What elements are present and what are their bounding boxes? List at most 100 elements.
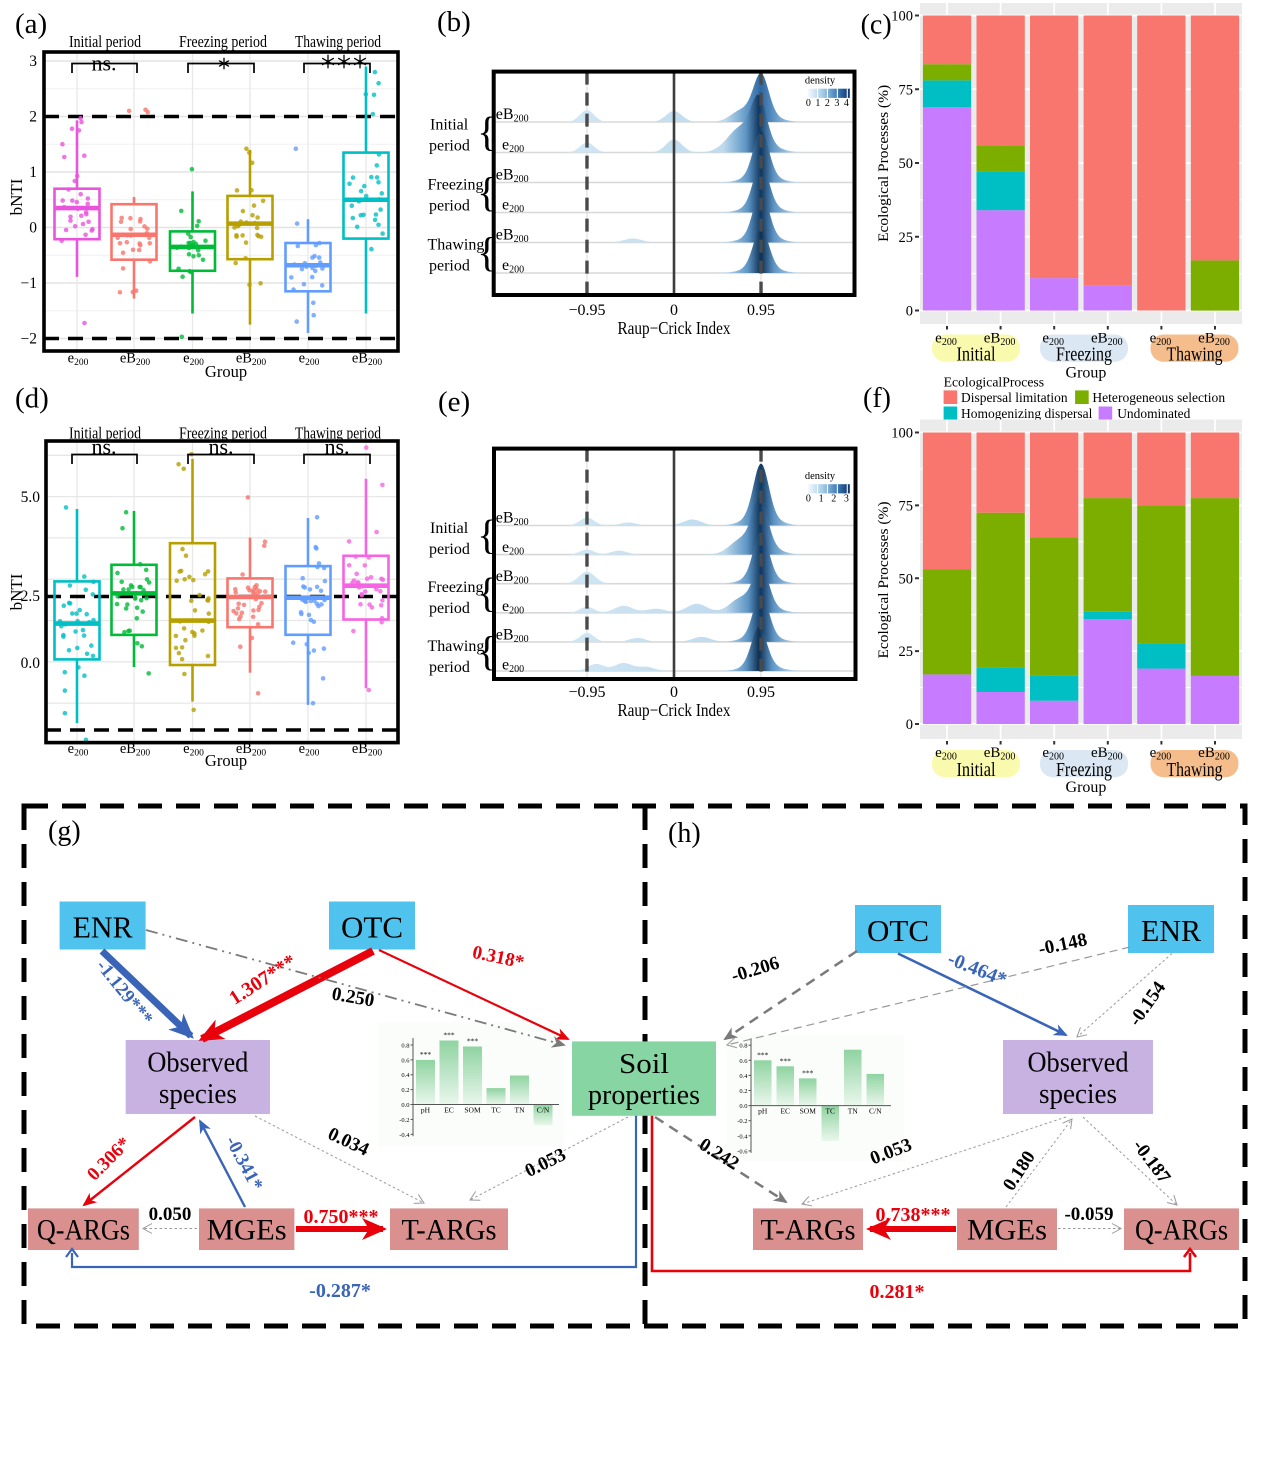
svg-text:{: { (477, 570, 497, 616)
svg-text:0.0: 0.0 (401, 1102, 409, 1109)
svg-text:5.0: 5.0 (21, 489, 41, 506)
svg-text:Freezing period: Freezing period (179, 32, 267, 51)
svg-text:{: { (477, 169, 497, 215)
svg-text:Raup−Crick Index: Raup−Crick Index (618, 318, 731, 338)
svg-text:−0.95: −0.95 (568, 684, 605, 701)
svg-text:Thawing: Thawing (428, 638, 485, 655)
svg-text:species: species (1039, 1079, 1117, 1110)
svg-text:{: { (477, 511, 497, 557)
svg-text:Initial: Initial (957, 345, 996, 366)
svg-text:Q-ARGs: Q-ARGs (1135, 1214, 1228, 1247)
svg-text:25: 25 (899, 644, 914, 660)
svg-text:species: species (159, 1079, 237, 1110)
svg-text:3: 3 (844, 494, 849, 505)
svg-text:***: *** (780, 1056, 792, 1065)
svg-text:MGEs: MGEs (967, 1214, 1047, 1247)
svg-text:-0.287*: -0.287* (309, 1280, 371, 1302)
svg-text:1: 1 (29, 164, 37, 181)
svg-text:Freezing period: Freezing period (179, 424, 267, 443)
svg-text:2: 2 (29, 109, 37, 126)
svg-text:Ecological Processes (%): Ecological Processes (%) (876, 502, 892, 659)
svg-text:Observed: Observed (1028, 1048, 1129, 1079)
svg-text:ns.: ns. (208, 434, 233, 459)
svg-text:75: 75 (899, 498, 914, 514)
svg-text:Group: Group (205, 362, 247, 381)
svg-text:TN: TN (848, 1107, 859, 1116)
svg-text:Initial period: Initial period (69, 32, 141, 51)
svg-text:T-ARGs: T-ARGs (761, 1214, 856, 1247)
svg-text:0.95: 0.95 (747, 302, 775, 319)
svg-text:Freezing: Freezing (428, 177, 484, 194)
svg-text:period: period (429, 541, 470, 558)
svg-text:Undominated: Undominated (1117, 407, 1190, 422)
svg-text:0: 0 (906, 304, 913, 320)
svg-text:1: 1 (819, 494, 824, 505)
svg-text:-0.4: -0.4 (399, 1132, 410, 1139)
svg-text:period: period (429, 659, 470, 676)
svg-text:-0.6: -0.6 (737, 1148, 748, 1155)
svg-text:Freezing: Freezing (1056, 760, 1112, 781)
svg-text:(b): (b) (437, 6, 471, 38)
svg-text:bNTI: bNTI (7, 178, 26, 215)
svg-text:ENR: ENR (1141, 913, 1201, 948)
svg-text:0.738***: 0.738*** (876, 1204, 951, 1226)
svg-text:100: 100 (891, 426, 913, 442)
svg-text:1: 1 (815, 98, 820, 109)
svg-text:0: 0 (670, 302, 678, 319)
svg-text:0.4: 0.4 (401, 1072, 410, 1079)
svg-text:2: 2 (825, 98, 830, 109)
svg-text:0.750***: 0.750*** (304, 1206, 379, 1228)
svg-text:3: 3 (29, 53, 37, 70)
svg-text:0.4: 0.4 (739, 1073, 748, 1080)
svg-text:Homogenizing dispersal: Homogenizing dispersal (961, 407, 1092, 422)
svg-text:0: 0 (29, 220, 37, 237)
svg-text:Thawing period: Thawing period (295, 32, 381, 51)
svg-text:4: 4 (844, 98, 849, 109)
svg-text:Initial: Initial (957, 760, 996, 781)
svg-text:EC: EC (780, 1107, 790, 1116)
svg-text:Group: Group (1066, 365, 1107, 382)
svg-text:Initial period: Initial period (69, 424, 141, 443)
svg-text:period: period (429, 258, 470, 275)
svg-text:0.0: 0.0 (739, 1103, 747, 1110)
svg-text:T-ARGs: T-ARGs (402, 1214, 497, 1247)
svg-text:TC: TC (491, 1106, 501, 1115)
svg-text:0: 0 (806, 98, 811, 109)
svg-text:bNTI: bNTI (7, 573, 26, 610)
svg-text:OTC: OTC (341, 910, 403, 945)
svg-text:ns.: ns. (324, 434, 349, 459)
svg-text:0.8: 0.8 (739, 1043, 747, 1050)
svg-text:(f): (f) (863, 383, 891, 414)
svg-text:-0.2: -0.2 (737, 1118, 747, 1125)
svg-text:−1: −1 (21, 275, 38, 292)
svg-text:Thawing: Thawing (428, 237, 485, 254)
svg-text:{: { (477, 109, 497, 155)
svg-text:−0.95: −0.95 (568, 302, 605, 319)
svg-text:SOM: SOM (464, 1106, 481, 1115)
svg-text:(d): (d) (15, 383, 49, 415)
svg-text:0.281*: 0.281* (870, 1281, 925, 1303)
svg-text:50: 50 (899, 156, 914, 172)
svg-text:***: *** (443, 1031, 455, 1040)
svg-text:EcologicalProcess: EcologicalProcess (944, 376, 1045, 391)
svg-text:Thawing: Thawing (1167, 345, 1223, 366)
svg-text:2: 2 (831, 494, 836, 505)
svg-text:Ecological Processes (%): Ecological Processes (%) (876, 85, 892, 242)
svg-text:(g): (g) (48, 816, 81, 847)
svg-text:period: period (429, 198, 470, 215)
svg-text:Group: Group (1066, 779, 1107, 796)
svg-text:{: { (477, 229, 497, 275)
svg-text:−2: −2 (21, 331, 38, 348)
svg-text:0: 0 (670, 684, 678, 701)
svg-text:(e): (e) (438, 386, 470, 418)
svg-text:(a): (a) (15, 8, 47, 40)
svg-text:Freezing: Freezing (1056, 345, 1112, 366)
svg-text:0.2: 0.2 (401, 1087, 409, 1094)
svg-text:EC: EC (444, 1106, 454, 1115)
svg-text:50: 50 (899, 571, 914, 587)
svg-text:0: 0 (806, 494, 811, 505)
svg-text:-0.4: -0.4 (737, 1133, 748, 1140)
svg-text:period: period (429, 600, 470, 617)
svg-text:0.95: 0.95 (747, 684, 775, 701)
svg-text:ns.: ns. (91, 51, 116, 76)
